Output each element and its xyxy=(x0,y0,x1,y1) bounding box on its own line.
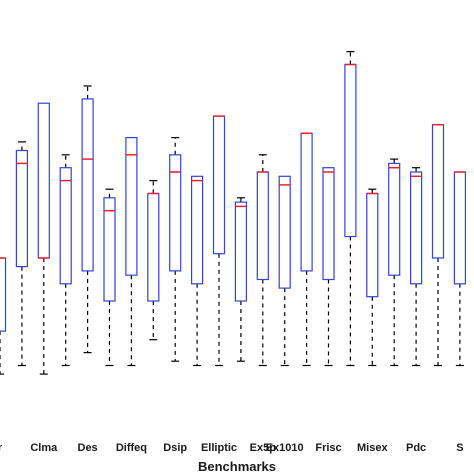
box-body-5 xyxy=(103,197,116,302)
box-0 xyxy=(0,257,7,375)
box-body-2 xyxy=(37,102,50,259)
box-body-6 xyxy=(125,137,138,276)
box-body-18 xyxy=(388,162,401,276)
box-body-16 xyxy=(344,63,357,238)
box-body-10 xyxy=(212,115,226,255)
box-body-19 xyxy=(410,171,423,285)
box-6 xyxy=(125,137,138,367)
box-21 xyxy=(453,171,466,367)
box-8 xyxy=(169,137,182,362)
tick-label-8: Dsip xyxy=(163,442,187,454)
box-body-0 xyxy=(0,257,7,332)
tick-label-13: Ex1010 xyxy=(266,442,304,454)
tick-label-21: S xyxy=(456,442,463,454)
box-14 xyxy=(300,132,313,367)
box-body-13 xyxy=(278,175,291,289)
tick-label-6: Diffeq xyxy=(116,442,147,454)
tick-label-19: Pdc xyxy=(406,442,426,454)
box-body-11 xyxy=(234,201,247,302)
box-body-21 xyxy=(453,171,466,285)
box-body-17 xyxy=(366,192,379,298)
box-15 xyxy=(322,167,335,367)
box-5 xyxy=(103,188,116,367)
box-body-12 xyxy=(256,171,269,281)
box-16 xyxy=(344,50,357,367)
box-2 xyxy=(37,102,50,375)
box-body-14 xyxy=(300,132,313,272)
box-13 xyxy=(278,175,291,367)
tick-label-4: Des xyxy=(78,442,98,454)
box-body-4 xyxy=(81,98,94,272)
box-7 xyxy=(147,180,160,341)
box-10 xyxy=(212,115,226,367)
box-1 xyxy=(15,141,28,367)
box-body-9 xyxy=(191,175,204,285)
box-4 xyxy=(81,85,94,354)
box-body-20 xyxy=(431,124,445,259)
box-20 xyxy=(431,123,445,367)
tick-label-0: r xyxy=(0,442,3,454)
box-9 xyxy=(191,175,204,367)
tick-label-10: Elliptic xyxy=(201,442,237,454)
tick-label-15: Frisc xyxy=(315,442,341,454)
tick-label-2: Clma xyxy=(30,442,58,454)
tick-label-17: Misex xyxy=(357,442,388,454)
boxes-layer xyxy=(0,50,466,375)
box-body-15 xyxy=(322,167,335,281)
box-body-1 xyxy=(15,149,28,268)
box-19 xyxy=(410,167,423,367)
x-axis-label: Benchmarks xyxy=(198,459,276,474)
box-body-3 xyxy=(59,167,72,285)
box-body-7 xyxy=(147,192,160,302)
box-18 xyxy=(388,158,401,367)
tick-label-12: Ex5p xyxy=(250,442,277,454)
box-12 xyxy=(256,154,269,367)
box-3 xyxy=(59,154,72,367)
box-17 xyxy=(366,188,379,367)
box-11 xyxy=(234,197,247,362)
box-body-8 xyxy=(169,154,182,272)
